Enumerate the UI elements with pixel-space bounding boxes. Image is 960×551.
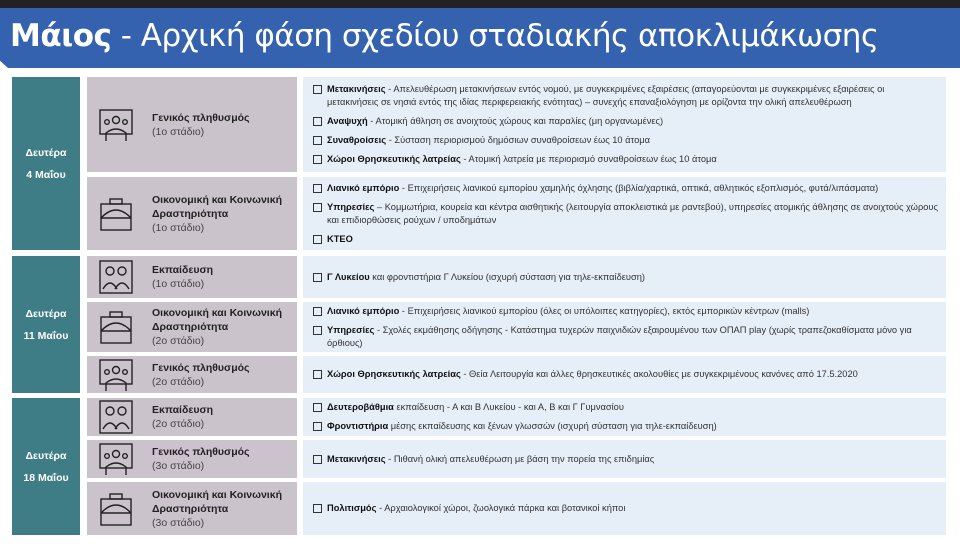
- measure-text: - Επιχειρήσεις λιανικού εμπορίου (όλες ο…: [399, 305, 810, 316]
- measure-title: ΚΤΕΟ: [327, 233, 353, 244]
- category-stage: (2ο στάδιο): [152, 375, 205, 388]
- category-cell: Γενικός πληθυσμός (2ο στάδιο): [87, 356, 297, 393]
- day-date: 11 Μαΐου: [23, 329, 69, 342]
- day-label: Δευτέρα 4 Μαΐου: [12, 77, 80, 250]
- day-label: Δευτέρα 18 Μαΐου: [12, 398, 80, 535]
- category-name: Γενικός πληθυσμός: [152, 446, 250, 458]
- measure-text: - Ατομική λατρεία με περιορισμό συναθροί…: [460, 154, 717, 164]
- measure-item: Λιανικό εμπόριο - Επιχειρήσεις λιανικού …: [313, 182, 938, 195]
- briefcase-icon: [98, 491, 134, 527]
- measure-text: - Σχολές εκμάθησης οδήγησης - Κατάστημα …: [327, 324, 912, 348]
- measure-item: Χώροι Θρησκευτικής λατρείας - Ατομική λα…: [313, 153, 938, 166]
- page-title: Μάιος - Αρχική φάση σχεδίου σταδιακής απ…: [10, 18, 879, 54]
- measure-item: Μετακινήσεις - Απελευθέρωση μετακινήσεων…: [313, 83, 938, 109]
- people-group-icon: [98, 357, 134, 393]
- title-month: Μάιος: [10, 18, 112, 54]
- measure-item: Μετακινήσεις - Πιθανή ολική απελευθέρωση…: [313, 453, 938, 466]
- measure-text: εκπαίδευση - Α και Β Λυκείου - και Α, Β …: [393, 402, 624, 412]
- category-stage: (3ο στάδιο): [152, 460, 205, 472]
- measures-cell: Χώροι Θρησκευτικής λατρείας - Θεία Λειτο…: [303, 356, 946, 393]
- measure-item: Χώροι Θρησκευτικής λατρείας - Θεία Λειτο…: [313, 368, 938, 381]
- measures-cell: Γ Λυκείου και φροντιστήρια Γ Λυκείου (ισ…: [303, 256, 946, 298]
- measure-text: μέσης εκπαίδευσης και ξένων γλωσσών (ισχ…: [388, 421, 717, 431]
- category-name: Οικονομική και Κοινωνική Δραστηριότητα: [152, 488, 282, 515]
- measure-text: - Απελευθέρωση μετακινήσεων εντός νομού,…: [327, 84, 885, 107]
- header-banner: Μάιος - Αρχική φάση σχεδίου σταδιακής απ…: [0, 8, 960, 68]
- measure-title: Γ Λυκείου: [327, 271, 370, 282]
- category-stage: (1ο στάδιο): [152, 221, 205, 234]
- measure-text: και φροντιστήρια Γ Λυκείου (ισχυρή σύστα…: [369, 271, 646, 282]
- measure-title: Αναψυχή: [327, 116, 368, 126]
- category-cell: Εκπαίδευση (2ο στάδιο): [87, 398, 297, 436]
- briefcase-icon: [98, 196, 134, 232]
- measure-item: Πολιτισμός - Αρχαιολογικοί χώροι, ζωολογ…: [313, 502, 938, 515]
- measures-cell: Λιανικό εμπόριο - Επιχειρήσεις λιανικού …: [303, 302, 946, 352]
- measure-title: Λιανικό εμπόριο: [327, 305, 400, 316]
- measures-cell: Πολιτισμός - Αρχαιολογικοί χώροι, ζωολογ…: [303, 482, 946, 535]
- measure-title: Χώροι Θρησκευτικής λατρείας: [327, 369, 461, 379]
- measure-text: – Κομμωτήρια, κουρεία και κέντρα αισθητι…: [327, 201, 938, 225]
- measure-item: Αναψυχή - Ατομική άθληση σε ανοιχτούς χώ…: [313, 115, 938, 128]
- people-group-icon: [98, 441, 134, 477]
- measures-cell: Μετακινήσεις - Πιθανή ολική απελευθέρωση…: [303, 440, 946, 478]
- measure-title: Μετακινήσεις: [327, 84, 386, 94]
- category-stage: (1ο στάδιο): [152, 278, 205, 290]
- measure-text: - Επιχειρήσεις λιανικού εμπορίου χαμηλής…: [399, 182, 879, 193]
- measure-title: Υπηρεσίες: [327, 324, 375, 335]
- measure-text: - Πιθανή ολική απελευθέρωση με βάση την …: [385, 453, 655, 464]
- category-cell: Γενικός πληθυσμός (3ο στάδιο): [87, 440, 297, 478]
- students-icon: [98, 259, 134, 295]
- measures-cell: Δευτεροβάθμια εκπαίδευση - Α και Β Λυκεί…: [303, 398, 946, 436]
- day-name: Δευτέρα: [25, 307, 67, 320]
- category-cell: Γενικός πληθυσμός (1ο στάδιο): [87, 77, 297, 172]
- measure-item: Φροντιστήρια μέσης εκπαίδευσης και ξένων…: [313, 420, 938, 433]
- category-stage: (1ο στάδιο): [152, 125, 205, 138]
- day-date: 18 Μαΐου: [23, 471, 69, 484]
- measure-item: Δευτεροβάθμια εκπαίδευση - Α και Β Λυκεί…: [313, 401, 938, 414]
- measure-item: Λιανικό εμπόριο - Επιχειρήσεις λιανικού …: [313, 305, 938, 318]
- category-name: Εκπαίδευση: [152, 404, 214, 416]
- people-group-icon: [98, 107, 134, 143]
- measure-text: - Ατομική άθληση σε ανοιχτούς χώρους και…: [367, 116, 664, 126]
- measure-text: - Θεία Λειτουργία και άλλες θρησκευτικές…: [460, 369, 858, 379]
- category-name: Γενικός πληθυσμός: [152, 111, 250, 124]
- measure-title: Υπηρεσίες: [327, 201, 375, 212]
- measure-text: - Σύσταση περιορισμού δημόσιων συναθροίσ…: [386, 135, 651, 145]
- measure-title: Πολιτισμός: [327, 503, 377, 513]
- day-label: Δευτέρα 11 Μαΐου: [12, 256, 80, 393]
- measure-title: Χώροι Θρησκευτικής λατρείας: [327, 154, 461, 164]
- category-cell: Εκπαίδευση (1ο στάδιο): [87, 256, 297, 298]
- category-cell: Οικονομική και Κοινωνική Δραστηριότητα (3…: [87, 482, 297, 535]
- measures-cell: Μετακινήσεις - Απελευθέρωση μετακινήσεων…: [303, 77, 946, 172]
- day-name: Δευτέρα: [25, 146, 67, 159]
- measure-title: Δευτεροβάθμια: [327, 402, 394, 412]
- measure-item: Υπηρεσίες - Σχολές εκμάθησης οδήγησης - …: [313, 324, 938, 350]
- category-name: Γενικός πληθυσμός: [152, 361, 250, 374]
- category-stage: (2ο στάδιο): [152, 418, 205, 430]
- category-name: Οικονομική και Κοινωνική Δραστηριότητα: [152, 193, 282, 220]
- category-name: Εκπαίδευση: [152, 264, 214, 276]
- measure-title: Συναθροίσεις: [327, 135, 387, 145]
- category-name: Οικονομική και Κοινωνική Δραστηριότητα: [152, 307, 282, 333]
- measure-title: Φροντιστήρια: [327, 421, 389, 431]
- measure-item: Συναθροίσεις - Σύσταση περιορισμού δημόσ…: [313, 134, 938, 147]
- measure-title: Λιανικό εμπόριο: [327, 182, 400, 193]
- category-cell: Οικονομική και Κοινωνική Δραστηριότητα (2…: [87, 302, 297, 352]
- day-name: Δευτέρα: [25, 449, 67, 462]
- students-icon: [98, 399, 134, 435]
- briefcase-icon: [98, 309, 134, 345]
- measure-text: - Αρχαιολογικοί χώροι, ζωολογικά πάρκα κ…: [376, 503, 626, 513]
- measures-cell: Λιανικό εμπόριο - Επιχειρήσεις λιανικού …: [303, 177, 946, 250]
- measure-item: Γ Λυκείου και φροντιστήρια Γ Λυκείου (ισ…: [313, 271, 938, 284]
- title-text: - Αρχική φάση σχεδίου σταδιακής αποκλιμά…: [111, 18, 879, 54]
- top-bar: [0, 0, 960, 8]
- measure-title: Μετακινήσεις: [327, 453, 386, 464]
- day-date: 4 Μαΐου: [26, 168, 66, 181]
- category-stage: (3ο στάδιο): [152, 516, 205, 529]
- measure-item: Υπηρεσίες – Κομμωτήρια, κουρεία και κέντ…: [313, 201, 938, 227]
- category-stage: (2ο στάδιο): [152, 335, 205, 347]
- measure-item: ΚΤΕΟ: [313, 233, 938, 246]
- category-cell: Οικονομική και Κοινωνική Δραστηριότητα (1…: [87, 177, 297, 250]
